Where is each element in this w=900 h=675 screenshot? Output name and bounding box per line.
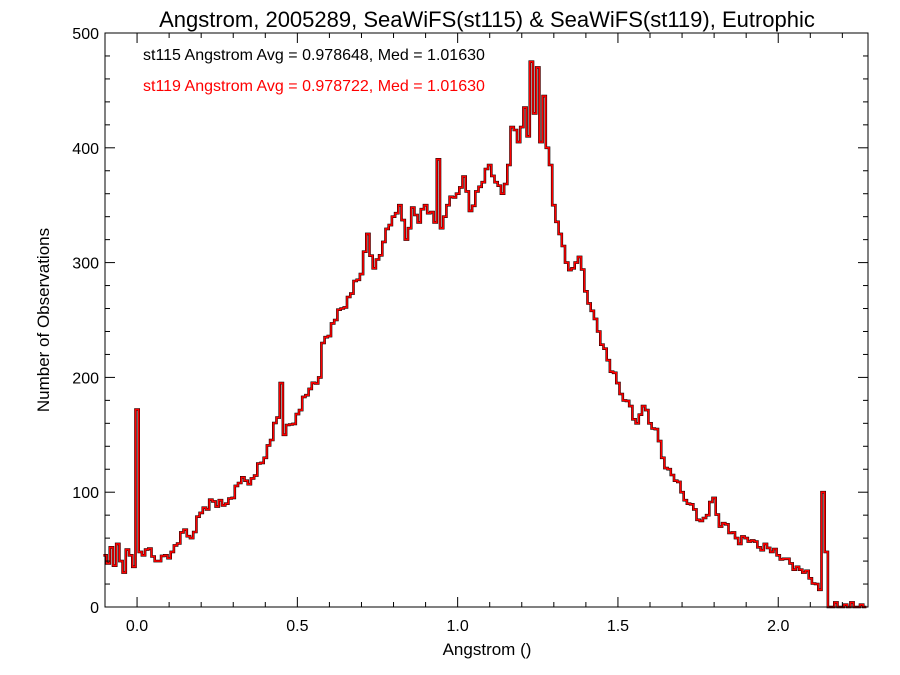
- axis-ticks: 0.0 0.5 1.0 1.5 2.0 0 100 200 300 400 500: [72, 26, 868, 635]
- legend-st119: st119 Angstrom Avg = 0.978722, Med = 1.0…: [143, 78, 485, 95]
- series-line-st119: [103, 60, 867, 608]
- x-tick-label: 1.0: [447, 618, 469, 635]
- plot-frame: [104, 32, 869, 608]
- legend-st115: st115 Angstrom Avg = 0.978648, Med = 1.0…: [143, 47, 485, 64]
- series-line-st115: [103, 60, 867, 609]
- plot-area: [103, 60, 867, 609]
- y-tick-label: 100: [72, 485, 99, 502]
- x-tick-label: 0.5: [286, 618, 308, 635]
- y-tick-label: 400: [72, 141, 99, 158]
- y-tick-label: 200: [72, 370, 99, 387]
- x-tick-label: 2.0: [767, 618, 789, 635]
- y-tick-label: 300: [72, 256, 99, 273]
- x-axis-label: Angstrom (): [443, 640, 532, 659]
- x-tick-label: 0.0: [126, 618, 148, 635]
- y-tick-label: 500: [72, 26, 99, 43]
- y-axis-label: Number of Observations: [34, 228, 53, 412]
- x-tick-label: 1.5: [607, 618, 629, 635]
- y-tick-label: 0: [90, 600, 99, 617]
- chart-title: Angstrom, 2005289, SeaWiFS(st115) & SeaW…: [159, 7, 815, 32]
